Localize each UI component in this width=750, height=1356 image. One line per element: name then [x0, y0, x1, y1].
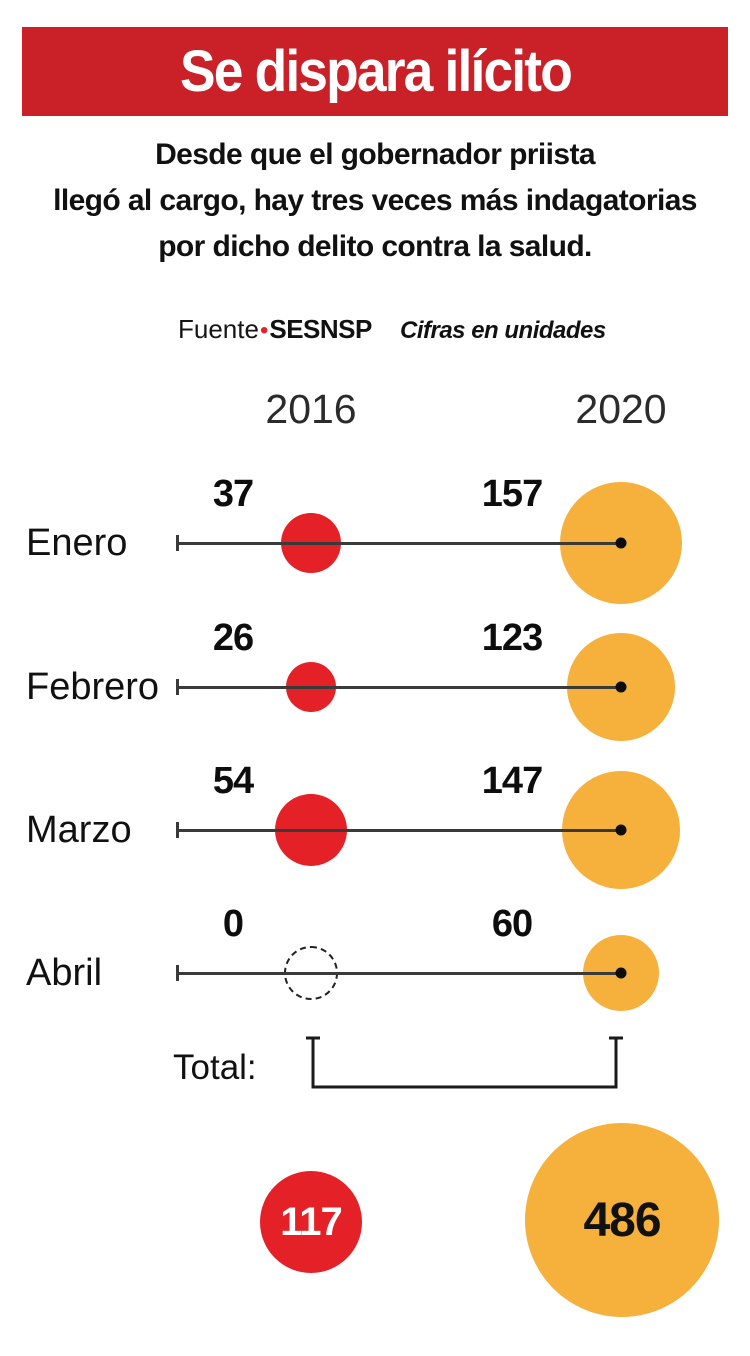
- total-bubble-2016: 117: [260, 1171, 362, 1273]
- subtitle-line-1: Desde que el gobernador priista: [155, 138, 595, 171]
- source-label: Fuente: [178, 314, 259, 344]
- chart-row: Abril 0 60: [0, 901, 750, 1045]
- connector-line: [178, 541, 621, 545]
- header-banner: Se dispara ilícito: [22, 27, 728, 116]
- total-bracket: [306, 1036, 623, 1089]
- page-title: Se dispara ilícito: [179, 39, 573, 104]
- column-header-2016: 2016: [265, 386, 357, 432]
- connector-line: [178, 971, 621, 975]
- chart-row: Enero 37 157: [0, 471, 750, 615]
- axis-tick: [176, 679, 179, 695]
- endpoint-dot: [615, 537, 627, 549]
- value-2020: 157: [481, 473, 543, 515]
- value-2016: 54: [212, 760, 254, 802]
- chart-row: Marzo 54 147: [0, 758, 750, 902]
- total-label: Total:: [173, 1048, 257, 1087]
- total-value-2020: 486: [583, 1193, 661, 1247]
- month-label: Febrero: [26, 666, 160, 708]
- value-2016: 37: [212, 473, 254, 515]
- value-2016: 26: [212, 617, 254, 659]
- value-2020: 123: [481, 617, 543, 659]
- total-value-2016: 117: [280, 1199, 343, 1244]
- endpoint-dot: [615, 681, 627, 693]
- axis-tick: [176, 965, 179, 981]
- chart-row: Febrero 26 123: [0, 615, 750, 759]
- axis-tick: [176, 822, 179, 838]
- endpoint-dot: [615, 967, 627, 979]
- subtitle-line-3: por dicho delito contra la salud.: [158, 230, 592, 263]
- column-header-2020: 2020: [575, 386, 667, 432]
- axis-tick: [176, 535, 179, 551]
- value-2020: 60: [491, 903, 533, 945]
- value-2016: 0: [222, 903, 244, 945]
- source-name: SESNSP: [269, 314, 372, 344]
- units-note: Cifras en unidades: [400, 317, 606, 344]
- subtitle-line-2: llegó al cargo, hay tres veces más indag…: [53, 184, 697, 217]
- source-line: Fuente•SESNSP: [178, 314, 372, 345]
- connector-line: [178, 685, 621, 689]
- red-bullet-icon: •: [259, 317, 269, 344]
- subtitle: Desde que el gobernador priista llegó al…: [20, 132, 730, 270]
- total-bubble-2020: 486: [525, 1123, 719, 1317]
- month-label: Marzo: [26, 809, 132, 851]
- endpoint-dot: [615, 824, 627, 836]
- month-label: Enero: [26, 522, 128, 564]
- month-label: Abril: [26, 952, 103, 994]
- value-2020: 147: [481, 760, 543, 802]
- connector-line: [178, 828, 621, 832]
